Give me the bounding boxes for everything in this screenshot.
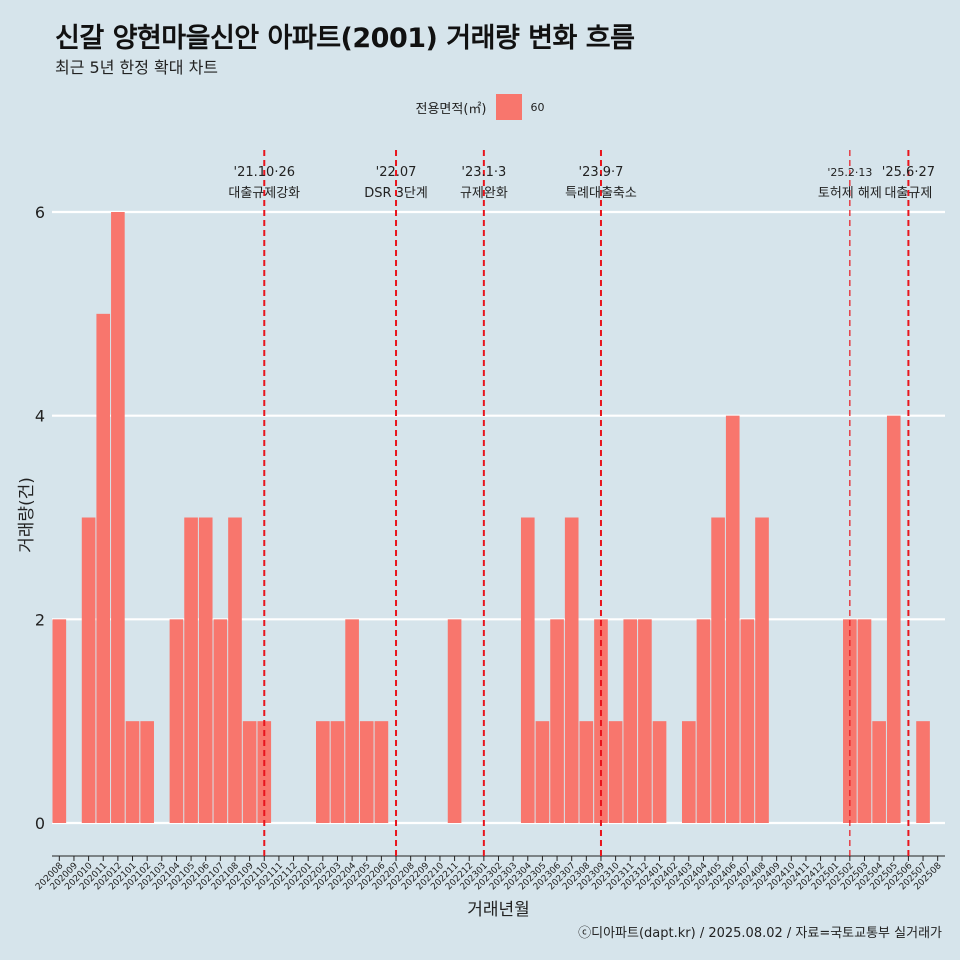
bar bbox=[330, 721, 345, 823]
bar bbox=[696, 619, 711, 823]
bar bbox=[857, 619, 872, 823]
legend-label: 60 bbox=[530, 100, 545, 114]
event-label: 대출규제강화 bbox=[228, 186, 300, 201]
y-tick-label: 6 bbox=[35, 203, 45, 222]
bar bbox=[550, 619, 564, 823]
bar bbox=[81, 517, 96, 823]
event-label: 토허제 해제 bbox=[818, 186, 882, 201]
event-date: '25.2·13 bbox=[827, 166, 872, 179]
y-tick-label: 4 bbox=[35, 407, 45, 426]
bar bbox=[608, 721, 623, 823]
legend-title: 전용면적(㎡) bbox=[415, 101, 487, 117]
event-label: 특례대출축소 bbox=[565, 186, 637, 201]
legend-swatch bbox=[496, 94, 523, 120]
bar bbox=[886, 415, 901, 823]
bar bbox=[140, 721, 154, 823]
bar bbox=[169, 619, 184, 823]
event-label: 규제완화 bbox=[460, 186, 508, 201]
event-date: '23.1·3 bbox=[461, 165, 506, 180]
event-label: 대출규제 bbox=[884, 186, 932, 201]
legend: 전용면적(㎡) 60 bbox=[0, 94, 960, 120]
event-date: '25.6·27 bbox=[882, 165, 935, 180]
bar bbox=[447, 619, 462, 823]
x-axis-title: 거래년월 bbox=[467, 900, 530, 920]
bar bbox=[242, 721, 257, 823]
event-date: '21.10·26 bbox=[234, 165, 295, 180]
event-date: '22.07 bbox=[376, 165, 417, 180]
bar bbox=[125, 721, 140, 823]
bar bbox=[725, 415, 740, 823]
bar bbox=[535, 721, 550, 823]
bar bbox=[652, 721, 667, 823]
bar bbox=[96, 313, 111, 823]
bar bbox=[623, 619, 638, 823]
bar bbox=[184, 517, 198, 823]
bar bbox=[564, 517, 579, 823]
bar bbox=[111, 212, 125, 823]
bar bbox=[638, 619, 652, 823]
bar bbox=[374, 721, 389, 823]
bar bbox=[345, 619, 359, 823]
bar bbox=[872, 721, 886, 823]
bar bbox=[711, 517, 725, 823]
chart-title: 신갈 양현마을신안 아파트(2001) 거래량 변화 흐름 bbox=[55, 23, 635, 54]
bar bbox=[579, 721, 594, 823]
bar bbox=[520, 517, 535, 823]
bar bbox=[198, 517, 213, 823]
bar bbox=[755, 517, 769, 823]
chart-subtitle: 최근 5년 한정 확대 차트 bbox=[55, 58, 219, 77]
bar bbox=[359, 721, 374, 823]
bar bbox=[681, 721, 696, 823]
bar bbox=[213, 619, 228, 823]
bar bbox=[316, 721, 330, 823]
y-tick-label: 0 bbox=[35, 814, 45, 833]
event-label: DSR 3단계 bbox=[364, 186, 428, 201]
y-axis-title: 거래량(건) bbox=[17, 477, 37, 553]
event-date: '23.9·7 bbox=[579, 165, 624, 180]
bar bbox=[916, 721, 930, 823]
bar bbox=[740, 619, 755, 823]
bar bbox=[52, 619, 67, 823]
source-caption: ⓒ디아파트(dapt.kr) / 2025.08.02 / 자료=국토교통부 실… bbox=[578, 926, 942, 941]
bar bbox=[228, 517, 242, 823]
y-tick-label: 2 bbox=[35, 610, 45, 629]
